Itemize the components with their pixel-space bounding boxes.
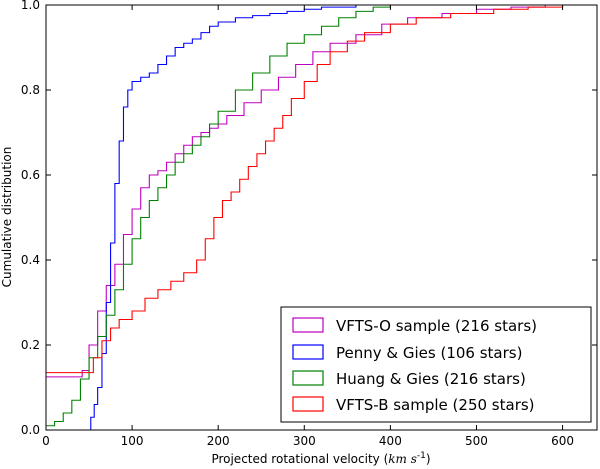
legend-box bbox=[280, 306, 592, 423]
legend-entry-penny-gies: Penny & Gies (106 stars) bbox=[292, 344, 522, 362]
ticks-layer: 0 100 200 300 400 500 600 0.0 0.2 0.4 0.6 0.8 1.0 bbox=[21, 0, 597, 448]
legend: VFTS-O sample (216 stars) Penny & Gies (… bbox=[280, 306, 592, 423]
y-tick-label-0.4: 0.4 bbox=[21, 253, 40, 267]
legend-label-vfts-o: VFTS-O sample (216 stars) bbox=[336, 317, 537, 335]
x-axis-label-exponent: -1 bbox=[417, 451, 426, 461]
y-tick-label-0.0: 0.0 bbox=[21, 423, 40, 437]
plot-area-frame bbox=[45, 4, 598, 431]
x-tick-label-100: 100 bbox=[121, 434, 144, 448]
series-line-penny-gies bbox=[46, 4, 597, 430]
x-tick-label-600: 600 bbox=[551, 434, 574, 448]
y-tick-label-0.6: 0.6 bbox=[21, 168, 40, 182]
x-tick-label-400: 400 bbox=[379, 434, 402, 448]
legend-label-vfts-b: VFTS-B sample (250 stars) bbox=[336, 396, 535, 414]
y-tick-label-0.8: 0.8 bbox=[21, 83, 40, 97]
y-tick-label-1.0: 1.0 bbox=[21, 0, 40, 12]
legend-entry-huang-gies: Huang & Gies (216 stars) bbox=[292, 370, 526, 388]
x-axis-label-suffix: ) bbox=[426, 452, 431, 466]
legend-swatch-vfts-o bbox=[292, 317, 324, 333]
legend-label-huang-gies: Huang & Gies (216 stars) bbox=[336, 370, 526, 388]
legend-swatch-huang-gies bbox=[292, 370, 324, 386]
x-axis-label-prefix: Projected rotational velocity ( bbox=[211, 452, 388, 466]
legend-label-penny-gies: Penny & Gies (106 stars) bbox=[336, 344, 522, 362]
x-axis-label-unit: km s bbox=[388, 452, 417, 466]
x-tick-label-200: 200 bbox=[207, 434, 230, 448]
legend-entry-vfts-b: VFTS-B sample (250 stars) bbox=[292, 396, 535, 414]
x-tick-label-500: 500 bbox=[465, 434, 488, 448]
legend-entry-vfts-o: VFTS-O sample (216 stars) bbox=[292, 317, 537, 335]
x-tick-label-300: 300 bbox=[293, 434, 316, 448]
series-line-vfts-b bbox=[46, 4, 597, 374]
y-axis-label: Cumulative distribution bbox=[0, 147, 14, 288]
x-axis-label: Projected rotational velocity (km s-1) bbox=[211, 451, 430, 466]
x-tick-label-0: 0 bbox=[42, 434, 50, 448]
series-layer bbox=[46, 4, 597, 430]
y-tick-label-0.2: 0.2 bbox=[21, 338, 40, 352]
series-line-huang-gies bbox=[46, 4, 597, 427]
legend-swatch-vfts-b bbox=[292, 396, 324, 412]
legend-swatch-penny-gies bbox=[292, 344, 324, 360]
